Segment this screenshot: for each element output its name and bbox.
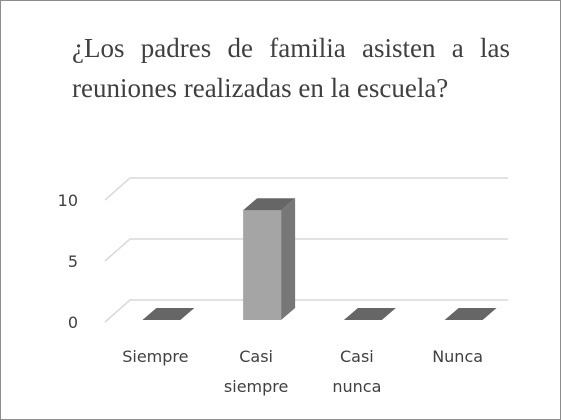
bar	[444, 308, 497, 320]
bar	[142, 308, 195, 320]
x-tick-label: Nunca	[432, 347, 483, 366]
bar-side	[281, 198, 296, 320]
x-tick-label: Casi nunca	[332, 347, 381, 396]
y-tick-label: 5	[68, 252, 78, 271]
x-tick-label: Siempre	[122, 347, 188, 366]
grid-line	[104, 177, 508, 201]
bar-top	[444, 308, 497, 320]
y-tick-label: 0	[68, 313, 78, 332]
bar	[343, 308, 396, 320]
bar	[243, 198, 296, 320]
bar-front	[243, 210, 282, 320]
chart-title: ¿Los padres de familia asisten a las reu…	[72, 33, 510, 103]
grid-line	[104, 299, 508, 323]
y-tick-label: 10	[58, 191, 78, 210]
bar-top	[142, 308, 195, 320]
x-tick-label: Casi siempre	[224, 347, 288, 396]
grid-line	[104, 238, 508, 262]
bar-top	[343, 308, 396, 320]
bar-top	[243, 198, 296, 211]
